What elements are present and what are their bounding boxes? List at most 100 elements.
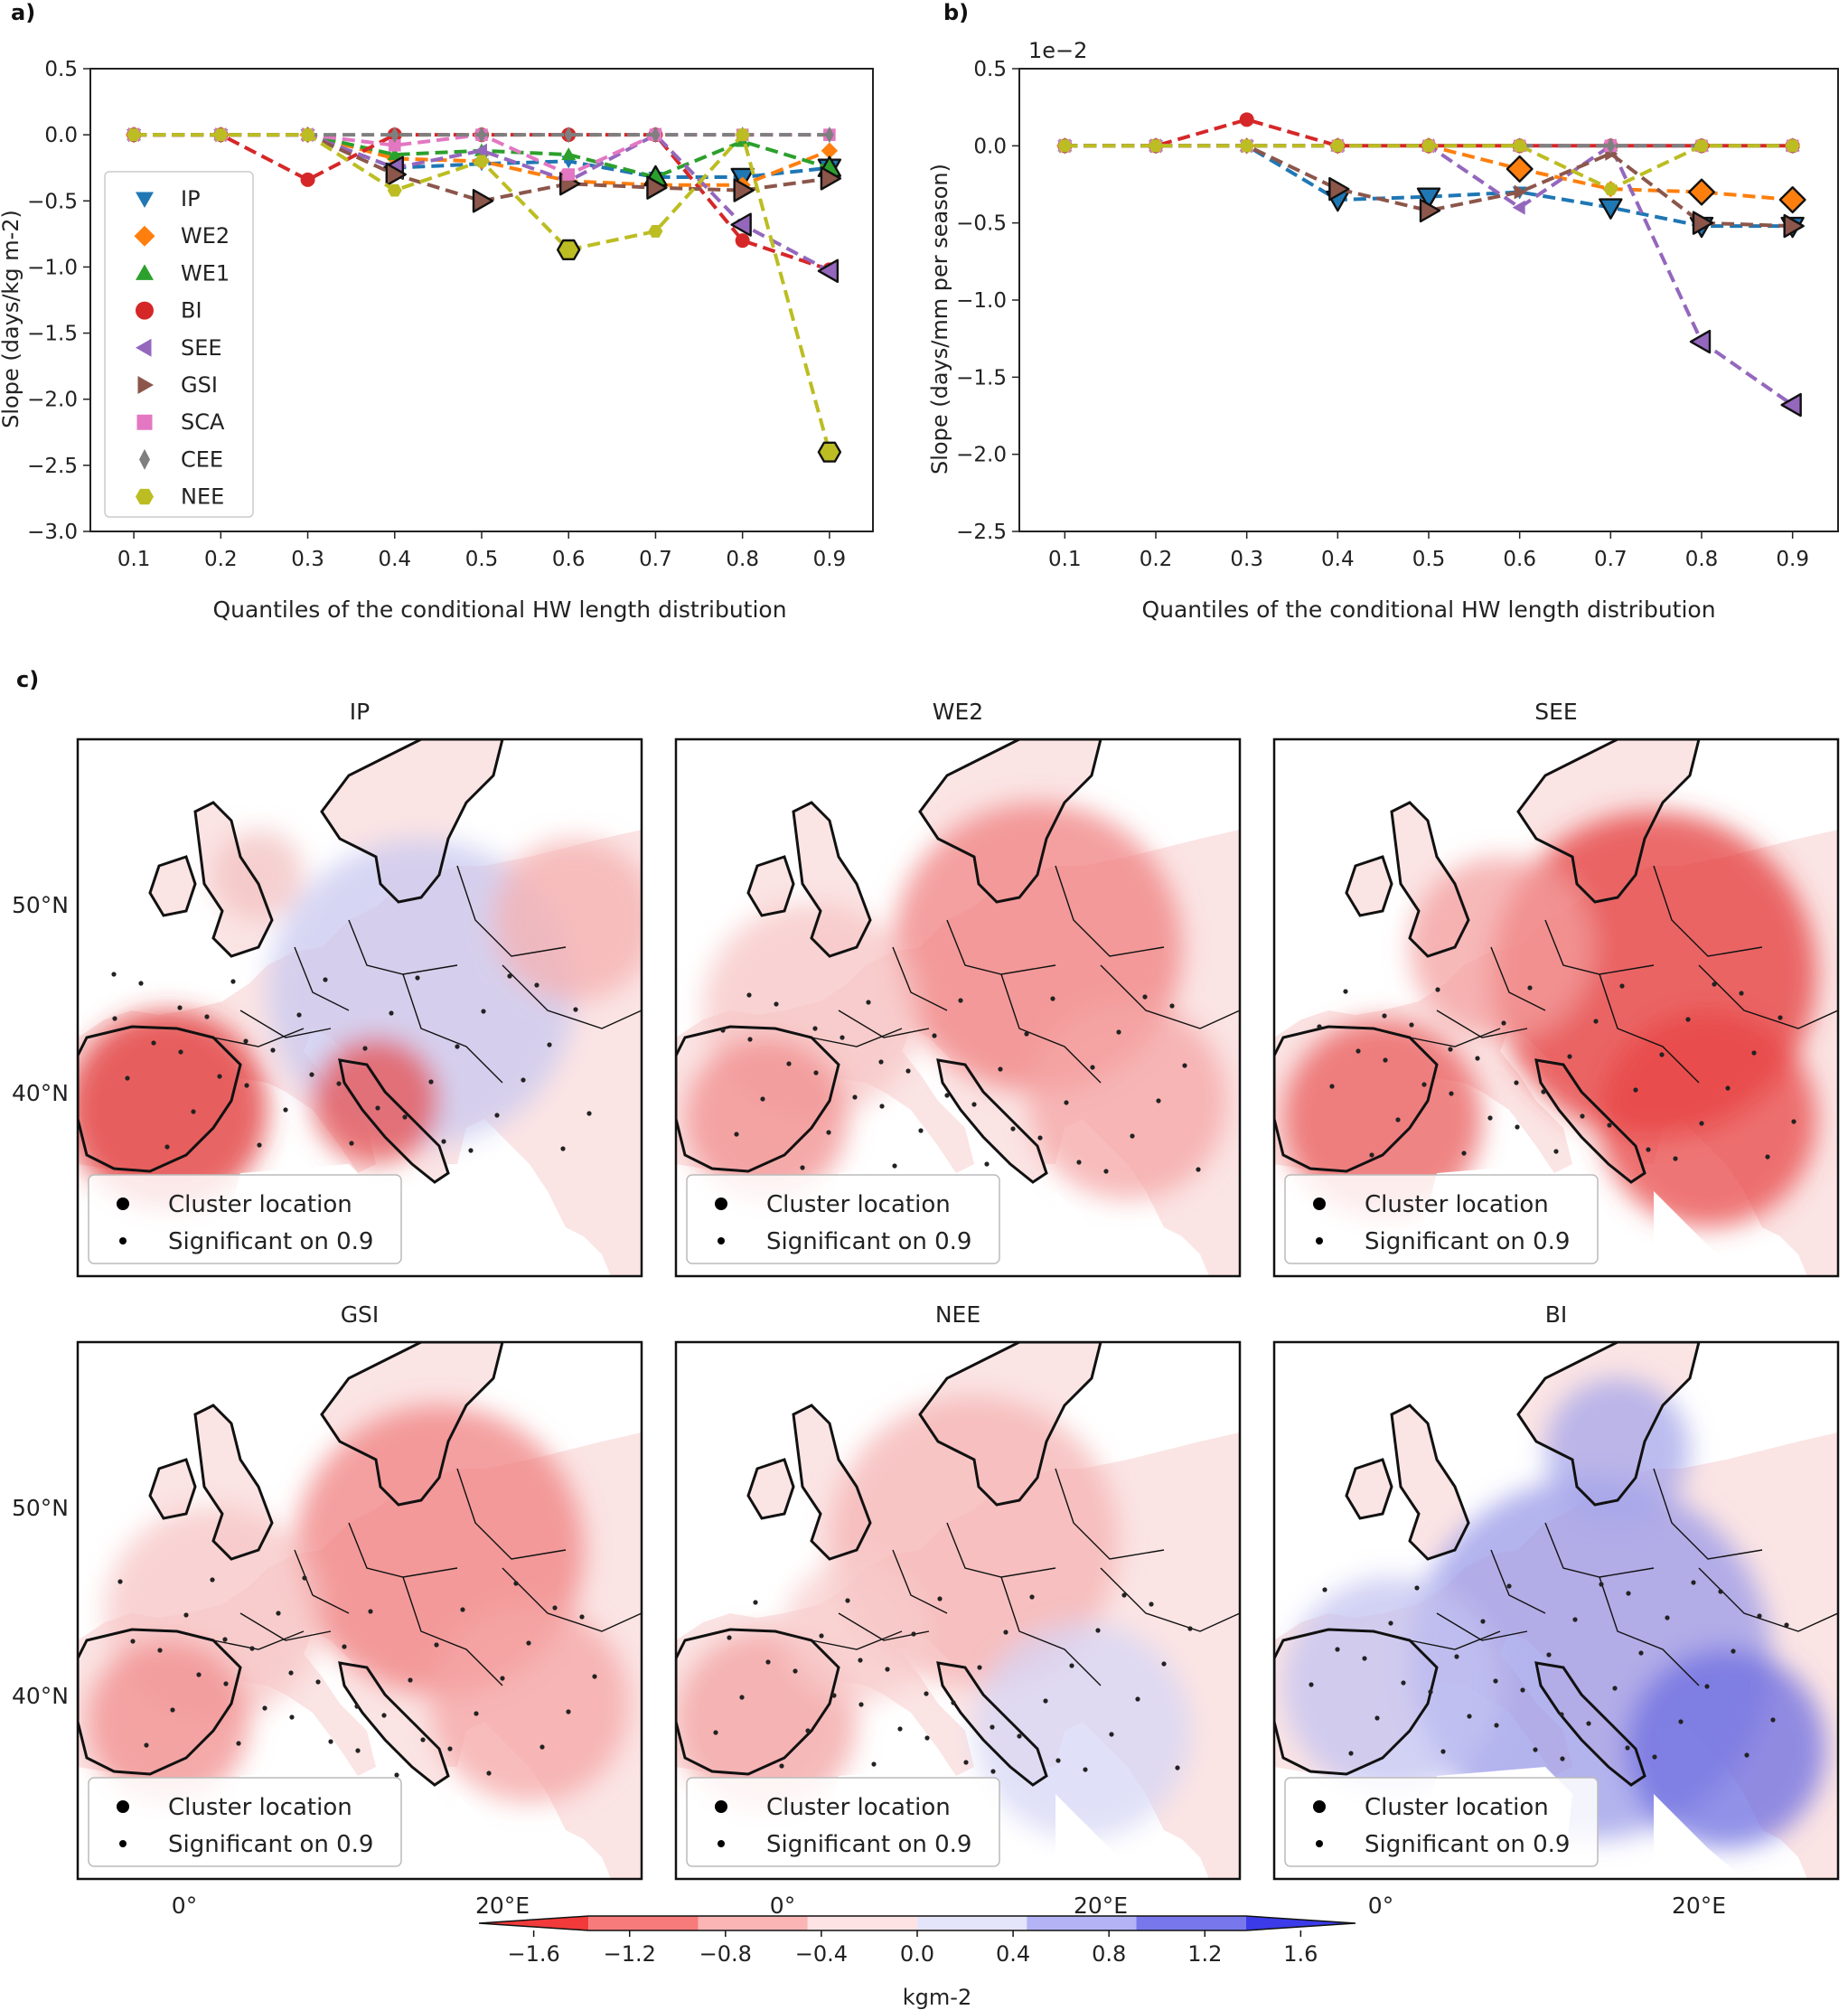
map-coastlines [78, 1342, 642, 1787]
data-point-SEE [1780, 392, 1802, 418]
data-point-CEE [825, 126, 834, 144]
map-panel-GSI: GSI Cluster location Significant on 0.9 50°… [12, 1301, 643, 1919]
panel-b-letter: b) [943, 0, 969, 25]
lon-tick-label: 0° [1368, 1893, 1393, 1919]
map-legend-frame [1284, 1777, 1599, 1867]
map-legend: Cluster location Significant on 0.9 [686, 1174, 1000, 1264]
lon-tick-label: 20°E [475, 1893, 530, 1919]
significance-dots [1317, 982, 1796, 1161]
map-frame [1272, 1340, 1840, 1881]
colorbar-segment [479, 1916, 589, 1930]
chart-b: 1e−2 Quantiles of the conditional HW len… [927, 38, 1839, 623]
data-point-GSI [472, 189, 494, 213]
lat-tick-label: 40°N [12, 1080, 69, 1106]
significant-marker [119, 1840, 127, 1847]
legend-marker-SEE [136, 338, 152, 357]
data-point-IP [1416, 187, 1441, 209]
map-legend-frame [686, 1777, 1000, 1867]
legend-label-WE2: WE2 [181, 223, 230, 249]
data-point-CEE [651, 126, 661, 144]
x-tick-label: 0.6 [1503, 548, 1536, 571]
x-tick-label: 0.8 [726, 548, 759, 571]
data-point-NEE [1785, 139, 1800, 153]
map-title-SEE: SEE [1534, 699, 1577, 725]
legend-marker-GSI [137, 376, 154, 394]
lat-tick-label: 50°N [12, 892, 69, 918]
map-legend-cluster: Cluster location [766, 1794, 951, 1821]
x-tick-label: 0.4 [1321, 548, 1355, 571]
significant-marker [1316, 1237, 1323, 1245]
map-title-IP: IP [350, 699, 370, 725]
colorbar-segment [1136, 1916, 1246, 1930]
colorbar-outline [478, 1915, 1356, 1931]
x-tick-label: 0.1 [117, 548, 151, 571]
colorbar-segment [807, 1916, 917, 1930]
colorbar-segment [588, 1916, 699, 1930]
x-tick-label: 0.7 [639, 548, 672, 571]
data-point-NEE [817, 441, 842, 463]
colorbar-tick-label: 0.0 [900, 1941, 934, 1967]
data-point-SEE [474, 143, 487, 158]
map-legend-cluster: Cluster location [168, 1191, 352, 1218]
map-grid: IP Cluster location Significant on 0.9 50°N… [12, 699, 1840, 1919]
map-field [87, 1405, 629, 1803]
x-tick-label: 0.2 [1140, 548, 1173, 571]
colorbar-label: kgm-2 [903, 1985, 971, 2010]
data-point-GSI [1514, 184, 1527, 200]
map-legend-significant: Significant on 0.9 [168, 1228, 373, 1255]
data-point-SEE [817, 258, 840, 284]
legend-label-GSI: GSI [181, 372, 218, 398]
cluster-location-marker [117, 1198, 129, 1210]
map-legend-cluster: Cluster location [1365, 1191, 1549, 1218]
cluster-location-marker [117, 1800, 129, 1813]
y-tick-label: −2.0 [27, 389, 78, 412]
data-point-NEE [1057, 139, 1073, 153]
data-point-GSI [385, 162, 407, 187]
data-point-SEE [1512, 200, 1525, 215]
y-tick-label: −1.0 [956, 289, 1007, 313]
lon-tick-label: 20°E [1074, 1893, 1128, 1919]
x-tick-label: 0.9 [1776, 548, 1809, 571]
lon-tick-label: 20°E [1672, 1893, 1726, 1919]
map-field [1283, 812, 1816, 1227]
map-frame [674, 1340, 1242, 1881]
map-legend-frame [686, 1174, 1000, 1264]
y-tick-label: −0.5 [956, 212, 1007, 236]
legend-marker-WE1 [136, 264, 154, 280]
data-point-NEE [474, 155, 489, 168]
map-coastlines [676, 1342, 1240, 1787]
map-field [676, 1396, 1191, 1839]
data-point-GSI [820, 166, 842, 191]
colorbar-tick-label: −1.2 [604, 1941, 656, 1967]
y-tick-label: −0.5 [27, 190, 78, 213]
y-tick-label: −1.5 [27, 323, 78, 346]
map-frame [1272, 737, 1840, 1278]
map-coastlines [1274, 1342, 1838, 1787]
data-point-WE1 [561, 147, 577, 161]
lat-tick-label: 50°N [12, 1495, 69, 1521]
colorbar-segment [917, 1916, 1027, 1930]
colorbar: kgm-2 −1.6 −1.2 −0.8 −0.4 0.0 0.4 0.8 1.2 1.6 [478, 1915, 1356, 2010]
data-point-GSI [1692, 211, 1714, 235]
data-point-SCA [388, 139, 401, 152]
colorbar-segment [698, 1916, 808, 1930]
data-point-SEE [730, 212, 752, 237]
legend-label-BI: BI [181, 298, 202, 324]
lon-tick-label: 0° [172, 1893, 197, 1919]
legend-label-WE1: WE1 [181, 260, 230, 286]
data-point-BI [300, 172, 315, 187]
data-point-SEE [1689, 329, 1712, 354]
series-NEE [127, 128, 842, 463]
y-tick-label: 0.5 [44, 58, 78, 81]
x-tick-label: 0.5 [465, 548, 499, 571]
data-point-NEE [1149, 139, 1163, 153]
data-point-NEE [1330, 139, 1346, 153]
map-legend-significant: Significant on 0.9 [766, 1831, 971, 1858]
colorbar-tick-label: 0.8 [1092, 1941, 1126, 1967]
significance-dots [111, 972, 592, 1153]
legend-marker-WE2 [134, 225, 155, 247]
data-point-GSI [1419, 198, 1441, 223]
data-point-GSI [646, 175, 668, 200]
significance-dots [1309, 1580, 1789, 1761]
